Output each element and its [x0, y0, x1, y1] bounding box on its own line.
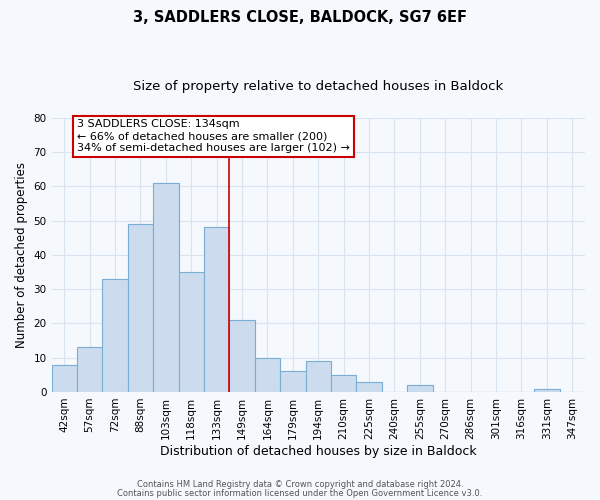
Title: Size of property relative to detached houses in Baldock: Size of property relative to detached ho… [133, 80, 503, 93]
Text: Contains HM Land Registry data © Crown copyright and database right 2024.: Contains HM Land Registry data © Crown c… [137, 480, 463, 489]
Y-axis label: Number of detached properties: Number of detached properties [15, 162, 28, 348]
Text: 3, SADDLERS CLOSE, BALDOCK, SG7 6EF: 3, SADDLERS CLOSE, BALDOCK, SG7 6EF [133, 10, 467, 25]
Bar [229, 320, 255, 392]
Text: 3 SADDLERS CLOSE: 134sqm
← 66% of detached houses are smaller (200)
34% of semi-: 3 SADDLERS CLOSE: 134sqm ← 66% of detach… [77, 120, 350, 152]
Bar [534, 388, 560, 392]
Bar [280, 372, 305, 392]
Bar [77, 348, 103, 392]
Bar [356, 382, 382, 392]
Bar [103, 279, 128, 392]
Bar [179, 272, 204, 392]
Bar [255, 358, 280, 392]
X-axis label: Distribution of detached houses by size in Baldock: Distribution of detached houses by size … [160, 444, 476, 458]
Bar [52, 364, 77, 392]
Text: Contains public sector information licensed under the Open Government Licence v3: Contains public sector information licen… [118, 488, 482, 498]
Bar [331, 375, 356, 392]
Bar [153, 183, 179, 392]
Bar [407, 385, 433, 392]
Bar [128, 224, 153, 392]
Bar [305, 361, 331, 392]
Bar [204, 228, 229, 392]
